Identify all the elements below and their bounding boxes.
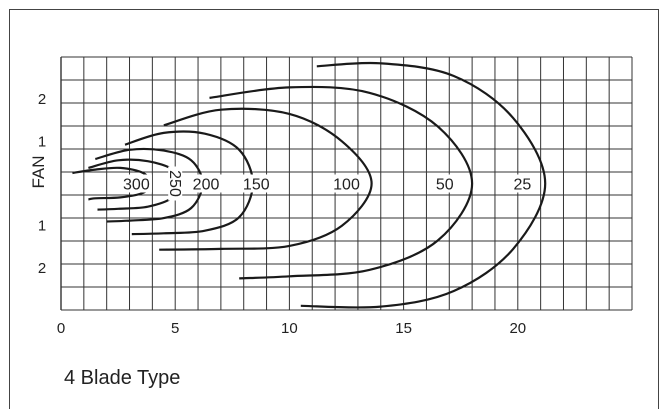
contour-label-300: 300 bbox=[123, 177, 150, 194]
contour-label-200: 200 bbox=[193, 177, 220, 194]
y-axis-label: FAN bbox=[29, 155, 48, 188]
y-tick-label: 2 bbox=[38, 91, 46, 108]
x-tick-label: 20 bbox=[509, 320, 526, 337]
y-tick-label: 2 bbox=[38, 260, 46, 277]
chart-caption: 4 Blade Type bbox=[64, 367, 181, 389]
x-tick-label: 15 bbox=[395, 320, 412, 337]
contour-label-50: 50 bbox=[436, 177, 454, 194]
contour-label-100: 100 bbox=[333, 177, 360, 194]
contour-label-150: 150 bbox=[243, 177, 270, 194]
contour-label-25: 25 bbox=[513, 177, 531, 194]
x-tick-label: 5 bbox=[171, 320, 179, 337]
contour-label-250: 250 bbox=[166, 170, 183, 197]
x-tick-label: 10 bbox=[281, 320, 298, 337]
contour-label-bg bbox=[190, 174, 222, 193]
contour-label-bg bbox=[120, 174, 152, 193]
contour-line-25 bbox=[300, 61, 547, 309]
chart-frame bbox=[9, 9, 659, 409]
contour-line-100 bbox=[159, 107, 373, 251]
contour-label-bg bbox=[511, 174, 534, 193]
x-tick-label: 0 bbox=[57, 320, 65, 337]
tick-labels: 0 5 10 15 20 2 1 1 2 bbox=[38, 91, 526, 337]
contour-line-50 bbox=[209, 85, 474, 280]
contour-label-bg bbox=[168, 166, 183, 201]
contour-label-bg bbox=[433, 174, 456, 193]
contour-lines: 300 250 200 150 100 50 25 bbox=[72, 61, 547, 309]
contour-label-bg bbox=[331, 174, 362, 193]
contour-label-bg bbox=[240, 174, 272, 193]
grid bbox=[60, 56, 633, 311]
y-tick-label: 1 bbox=[38, 218, 46, 235]
y-tick-label: 1 bbox=[38, 133, 46, 150]
